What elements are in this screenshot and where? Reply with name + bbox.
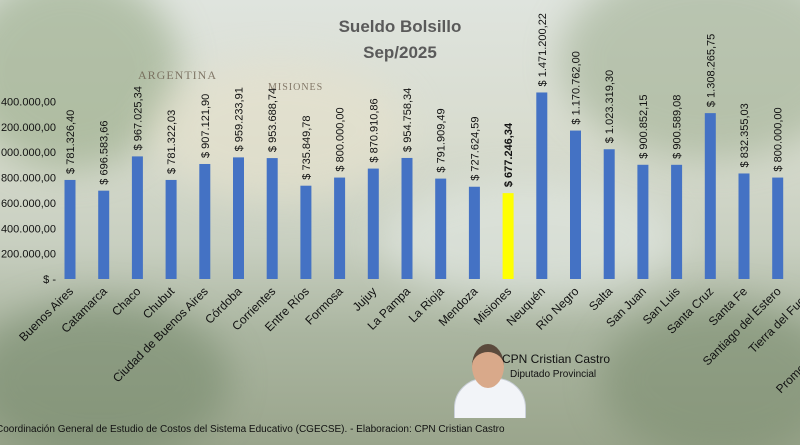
data-label: $ 832.355,03 (739, 103, 751, 167)
bar (435, 178, 447, 279)
bar (64, 179, 76, 279)
data-label: $ 953.688,74 (267, 88, 279, 152)
source-footer: Coordinación General de Estudio de Costo… (0, 424, 505, 435)
bar (570, 130, 581, 279)
y-tick-label: $ - (43, 274, 56, 286)
data-label: $ 781.322,03 (166, 110, 178, 174)
y-axis: $ - $ 200.000,00 $ 400.000,00 $ 600.000,00 $… (0, 97, 56, 287)
data-label: $ 800.000,00 (773, 107, 785, 171)
author-name: CPN Cristian Castro (502, 352, 611, 366)
bar (131, 156, 143, 279)
y-tick-label: $ 800.000,00 (0, 173, 56, 185)
data-label: $ 967.025,34 (132, 86, 144, 150)
bar (536, 92, 548, 279)
y-tick-label: $ 600.000,00 (0, 198, 56, 210)
bar (704, 113, 716, 280)
x-tick-label: Formosa (302, 284, 346, 328)
data-label: $ 870.910,86 (368, 98, 380, 162)
data-label: $ 696.583,66 (99, 120, 111, 184)
x-tick-label: Salta (586, 284, 615, 313)
author-role: Diputado Provincial (510, 369, 597, 380)
y-tick-label: $ 400.000,00 (0, 223, 56, 235)
data-label: $ 900.589,08 (672, 95, 684, 159)
data-label: $ 900.852,15 (638, 95, 650, 159)
data-label: $ 791.909,49 (436, 108, 448, 172)
data-label: $ 959.233,91 (234, 87, 246, 151)
data-label: $ 1.471.200,22 (537, 13, 549, 86)
data-label: $ 735.849,78 (301, 115, 313, 179)
data-label: $ 1.308.265,75 (705, 34, 717, 107)
y-tick-label: $ 1.000.000,00 (0, 147, 56, 159)
y-tick-label: $ 200.000,00 (0, 249, 56, 261)
chart-subtitle: Sep/2025 (363, 43, 437, 62)
author-photo (452, 340, 526, 418)
map-label-misiones: MISIONES (268, 82, 324, 93)
data-label: $ 800.000,00 (335, 107, 347, 171)
x-tick-label: Jujuy (350, 284, 380, 314)
y-tick-label: $ 1.400.000,00 (0, 97, 56, 109)
data-label: $ 1.023.319,30 (604, 70, 616, 143)
data-label: $ 781.326,40 (65, 110, 77, 174)
bar (401, 157, 413, 279)
bar (738, 173, 750, 279)
y-tick-label: $ 1.200.000,00 (0, 122, 56, 134)
data-label: $ 1.170.762,00 (571, 51, 583, 124)
bar (671, 164, 683, 279)
value-labels: $ 781.326,40 $ 696.583,66 $ 967.025,34 $ 78… (65, 13, 785, 187)
data-label: $ 907.121,90 (200, 94, 212, 158)
bar (300, 185, 312, 279)
map-label-argentina: ARGENTINA (138, 68, 217, 82)
bar (266, 158, 278, 279)
data-label: $ 727.624,59 (469, 117, 481, 181)
bar (367, 168, 379, 279)
bar (98, 190, 110, 279)
bar (603, 149, 615, 279)
bar (772, 177, 784, 279)
bar (199, 163, 211, 279)
bar (334, 177, 346, 279)
author-badge: CPN Cristian Castro Diputado Provincial (452, 340, 610, 418)
chart-title: Sueldo Bolsillo (339, 17, 462, 36)
bars (64, 92, 784, 280)
bar (637, 164, 649, 279)
bar (165, 179, 177, 279)
bar (233, 157, 244, 279)
bar (468, 186, 480, 279)
data-label: $ 677.246,34 (503, 122, 515, 187)
x-tick-label: Chaco (109, 284, 144, 319)
data-label: $ 954.758,34 (402, 88, 414, 152)
bar (502, 193, 514, 279)
